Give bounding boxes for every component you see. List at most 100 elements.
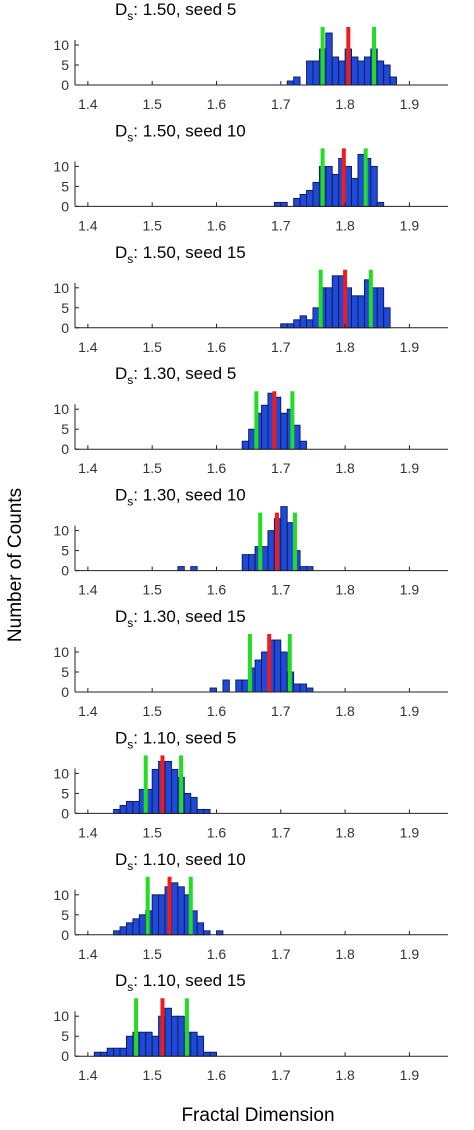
histogram-bar — [209, 1051, 217, 1057]
histogram-bar — [325, 32, 333, 86]
histogram-bar — [351, 177, 359, 207]
histogram-bar — [293, 197, 301, 207]
histogram-panel: Ds: 1.50, seed 15 0 5 10 1.4 1.5 1.6 1.7 1.8 1.9 — [53, 243, 448, 355]
histogram-bar — [164, 760, 172, 814]
histogram-bar — [151, 894, 160, 936]
histogram-bar — [306, 189, 314, 207]
y-tick-label: 0 — [61, 1048, 69, 1064]
histogram-bar — [241, 440, 250, 450]
histogram-bar — [145, 1031, 153, 1057]
x-tick-label: 1.6 — [207, 824, 227, 840]
histogram-bar — [351, 295, 359, 329]
x-tick-label: 1.9 — [400, 460, 420, 476]
histogram-bar — [113, 930, 121, 936]
x-tick-label: 1.8 — [335, 703, 355, 719]
histogram-bar — [177, 566, 185, 572]
histogram-bar — [312, 181, 320, 207]
x-tick-label: 1.4 — [78, 824, 98, 840]
histogram-panel: Ds: 1.30, seed 10 0 5 10 1.4 1.5 1.6 1.7 1.8 1.9 — [53, 486, 448, 598]
histogram-bar — [389, 76, 398, 86]
histogram-bar — [177, 1015, 185, 1057]
x-tick-label: 1.6 — [207, 946, 227, 962]
histogram-bar — [222, 679, 230, 693]
histogram-panel: Ds: 1.10, seed 5 0 5 10 1.4 1.5 1.6 1.7 1.8 1.9 — [53, 728, 448, 840]
histogram-bar — [248, 428, 256, 450]
x-tick-label: 1.7 — [271, 96, 291, 112]
histogram-bar — [273, 201, 282, 207]
y-tick-label: 5 — [61, 300, 69, 316]
y-tick-label: 10 — [53, 523, 69, 539]
histogram-bar — [351, 56, 359, 86]
x-tick-label: 1.6 — [207, 703, 227, 719]
title-text: : 1.30, seed 15 — [133, 607, 245, 626]
y-tick-label: 5 — [61, 785, 69, 801]
x-tick-label: 1.4 — [78, 1067, 98, 1083]
histogram-bar — [171, 882, 179, 936]
title-subscript: s — [127, 737, 133, 751]
x-tick-label: 1.5 — [142, 460, 162, 476]
histogram-bar — [138, 1031, 147, 1057]
histogram-bar — [125, 1035, 134, 1057]
y-tick-label: 10 — [53, 887, 69, 903]
histogram-bar — [235, 679, 243, 693]
x-tick-label: 1.8 — [335, 339, 355, 355]
histogram-bar — [261, 651, 269, 693]
x-tick-label: 1.5 — [142, 339, 162, 355]
histogram-bar — [312, 307, 320, 329]
title-symbol: D — [115, 486, 127, 505]
histogram-bar — [331, 56, 340, 86]
x-tick-label: 1.4 — [78, 582, 98, 598]
y-tick-label: 0 — [61, 77, 69, 93]
histogram-bar — [280, 323, 288, 329]
title-subscript: s — [127, 373, 133, 387]
title-symbol: D — [115, 850, 127, 869]
panel-title: Ds: 1.10, seed 5 — [115, 728, 236, 751]
x-tick-label: 1.5 — [142, 946, 162, 962]
x-tick-label: 1.9 — [400, 946, 420, 962]
x-tick-label: 1.8 — [335, 1067, 355, 1083]
x-axis-label: Fractal Dimension — [181, 1105, 334, 1126]
panel-title: Ds: 1.50, seed 10 — [115, 121, 246, 144]
y-tick-label: 5 — [61, 421, 69, 437]
x-tick-label: 1.4 — [78, 703, 98, 719]
panel-title: Ds: 1.50, seed 15 — [115, 243, 246, 266]
histogram-bar — [209, 687, 217, 693]
histogram-bar — [113, 1047, 121, 1057]
title-text: : 1.10, seed 5 — [133, 728, 236, 747]
title-subscript: s — [127, 980, 133, 994]
histogram-bar — [325, 165, 333, 207]
y-tick-label: 10 — [53, 1008, 69, 1024]
x-tick-label: 1.9 — [400, 824, 420, 840]
title-text: : 1.30, seed 10 — [133, 486, 245, 505]
histogram-bar — [203, 930, 211, 936]
y-tick-label: 10 — [53, 280, 69, 296]
histogram-bar — [261, 546, 269, 572]
title-symbol: D — [115, 607, 127, 626]
x-tick-label: 1.7 — [271, 1067, 291, 1083]
x-tick-label: 1.9 — [400, 582, 420, 598]
x-tick-label: 1.5 — [142, 582, 162, 598]
y-tick-label: 10 — [53, 765, 69, 781]
histogram-bar — [299, 683, 307, 693]
y-axis-label: Number of Counts — [5, 488, 26, 642]
histogram-bar — [119, 926, 127, 936]
histogram-bar — [325, 287, 333, 329]
x-tick-label: 1.6 — [207, 339, 227, 355]
title-text: : 1.10, seed 15 — [133, 971, 245, 990]
histogram-bar — [241, 679, 250, 693]
histogram-panel: Ds: 1.10, seed 10 0 5 10 1.4 1.5 1.6 1.7 1.8 1.9 — [53, 850, 448, 962]
title-text: : 1.10, seed 10 — [133, 850, 245, 869]
histogram-bar — [119, 1047, 127, 1057]
panel-title: Ds: 1.50, seed 5 — [115, 0, 236, 23]
x-tick-label: 1.8 — [335, 96, 355, 112]
y-tick-label: 5 — [61, 178, 69, 194]
histogram-bar — [299, 440, 307, 450]
histogram-bar — [261, 404, 269, 450]
panel-title: Ds: 1.30, seed 15 — [115, 607, 246, 630]
histogram-bar — [171, 1015, 179, 1057]
y-tick-label: 0 — [61, 684, 69, 700]
histogram-bar — [125, 922, 134, 936]
x-tick-label: 1.6 — [207, 1067, 227, 1083]
title-text: : 1.30, seed 5 — [133, 364, 236, 383]
